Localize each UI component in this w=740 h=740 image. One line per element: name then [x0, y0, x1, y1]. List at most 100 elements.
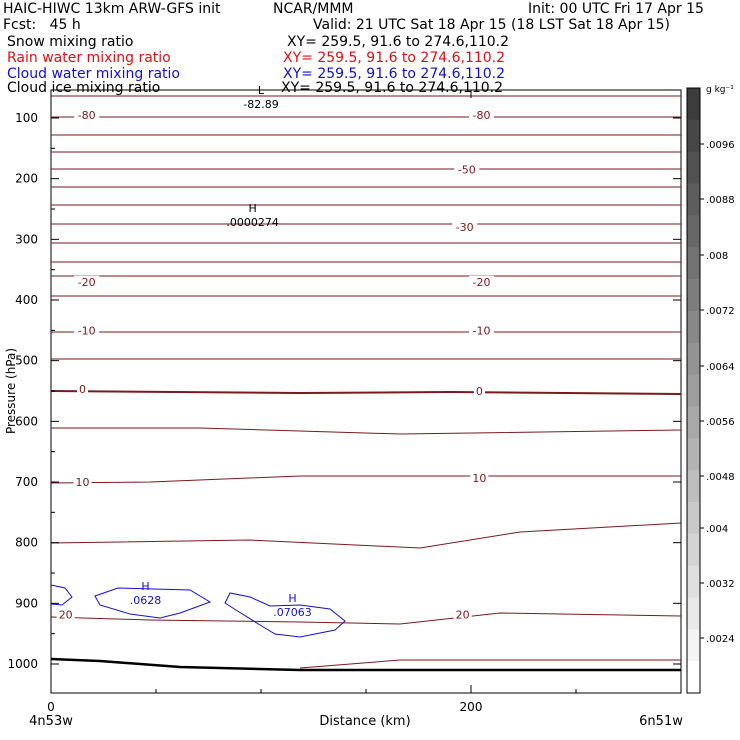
colorbar-swatch [687, 279, 700, 312]
contour-label: -50 [458, 164, 476, 177]
valid-time: Valid: 21 UTC Sat 18 Apr 15 (18 LST Sat … [313, 17, 671, 33]
contour-label-bg [454, 163, 480, 176]
extremum-type: H [248, 202, 256, 215]
contour-line [51, 427, 682, 435]
contour-line [50, 522, 682, 549]
colorbar: .0096 .0088 .008 .0072 .0064 .0056 .0048 .004 .0… [686, 87, 735, 694]
y-tick-label: 800 [15, 536, 38, 550]
extremum-value: .0628 [130, 594, 162, 607]
extremum-type: H [141, 580, 149, 593]
colorbar-swatch [687, 597, 700, 630]
cloud-water-contour [50, 584, 73, 606]
colorbar-tick-label: .0072 [706, 306, 735, 317]
colorbar-swatch [687, 215, 700, 248]
field-cloudwater-name: Cloud water mixing ratio [7, 66, 180, 82]
y-tick-label: 600 [15, 414, 38, 428]
colorbar-frame [686, 87, 701, 694]
cloud-water-contour [94, 587, 212, 619]
colorbar-tick-label: .0056 [706, 417, 735, 428]
y-tick-label: 700 [15, 475, 38, 489]
extremum-value: .0000274 [226, 216, 279, 229]
contour-label: -80 [78, 109, 96, 122]
field-snow-xy: XY= 259.5, 91.6 to 274.6,110.2 [287, 34, 510, 50]
contour-label: 20 [59, 608, 73, 621]
colorbar-tick-label: .004 [706, 524, 728, 535]
colorbar-swatch [687, 470, 700, 503]
contour-label: -10 [473, 324, 491, 337]
colorbar-swatch [687, 310, 700, 344]
contour-label-bg [73, 476, 92, 488]
contour-label: -80 [473, 109, 491, 122]
x-tick-label: 0 [47, 700, 55, 714]
x-tick-label: 200 [460, 700, 483, 714]
colorbar-tick-label: .0064 [706, 362, 735, 373]
contour-label: -20 [473, 276, 491, 289]
contour-label-bg [74, 275, 100, 288]
extremum-value: .07063 [273, 606, 312, 619]
field-snow-name: Snow mixing ratio [7, 34, 134, 50]
contour-label-bg [74, 108, 100, 121]
contour-label: 0 [476, 385, 483, 398]
contour-line [50, 612, 682, 625]
y-tick-label: 400 [15, 293, 38, 307]
terrain-surface-line [50, 657, 681, 672]
x-axis-left-end-label: 4n53w [29, 714, 73, 729]
colorbar-swatch [687, 342, 700, 376]
contour-label: -20 [78, 276, 96, 289]
colorbar-swatch [687, 119, 700, 153]
colorbar-swatch [687, 533, 700, 567]
field-rain-name: Rain water mixing ratio [7, 50, 171, 66]
colorbar-swatch [687, 183, 700, 216]
extremum-value: -82.89 [243, 98, 278, 111]
colorbar-swatch [687, 438, 700, 471]
field-rain-xy: XY= 259.5, 91.6 to 274.6,110.2 [283, 50, 506, 66]
field-cloudice-name: Cloud ice mixing ratio [7, 80, 161, 96]
contour-label-bg [77, 383, 88, 396]
plot-title: HAIC-HIWC 13km ARW-GFS init [3, 1, 221, 17]
field-cloudwater-xy: XY= 259.5, 91.6 to 274.6,110.2 [283, 66, 506, 82]
cloud-water-contours [50, 584, 346, 638]
contour-label: 0 [79, 383, 86, 396]
field-cloudice-xy: XY= 259.5, 91.6 to 274.6,110.2 [281, 80, 504, 96]
contour-label-bg [74, 324, 100, 337]
contour-line-zero [50, 390, 682, 395]
forecast-hour: Fcst: 45 h [3, 17, 81, 33]
colorbar-swatch [687, 661, 700, 694]
contour-line [50, 475, 681, 484]
contour-label: -30 [456, 221, 474, 234]
y-tick-label: 900 [15, 596, 38, 610]
contour-label-bg [470, 471, 489, 484]
contour-label: 20 [456, 608, 470, 621]
contour-label-bg [452, 221, 478, 234]
colorbar-swatch [687, 565, 700, 598]
x-axis-title: Distance (km) [319, 714, 410, 729]
contour-labels: -80 -80 -50 -30 -20 -20 -10 -10 0 0 10 10 20 20 [56, 108, 494, 621]
x-axis: 0 200 [47, 90, 577, 714]
x-axis-right-end-label: 6n51w [639, 714, 683, 729]
colorbar-tick-label: .008 [706, 251, 728, 262]
extremum-type: H [288, 592, 296, 605]
colorbar-tick-label: .0032 [706, 579, 735, 590]
colorbar-unit: g kg⁻¹ [706, 85, 734, 95]
contour-label-bg [473, 385, 485, 397]
contour-label-bg [56, 608, 75, 621]
theta-contours [50, 95, 682, 669]
contour-label: -10 [78, 324, 96, 337]
plot-org: NCAR/MMM [273, 1, 354, 17]
cloud-water-contour [224, 592, 346, 638]
contour-label-bg [469, 275, 494, 288]
init-time: Init: 00 UTC Fri 17 Apr 15 [528, 1, 704, 17]
y-tick-label: 100 [15, 111, 38, 125]
colorbar-tick-label: .0048 [706, 472, 735, 483]
y-tick-label: 1000 [7, 657, 38, 671]
colorbar-swatch [687, 151, 700, 185]
contour-label-bg [469, 324, 494, 337]
contour-line [299, 659, 681, 669]
colorbar-swatch [687, 247, 700, 280]
contour-label: 10 [76, 476, 90, 489]
y-tick-label: 500 [15, 354, 38, 368]
colorbar-swatch [687, 501, 700, 535]
colorbar-swatch [687, 374, 700, 407]
